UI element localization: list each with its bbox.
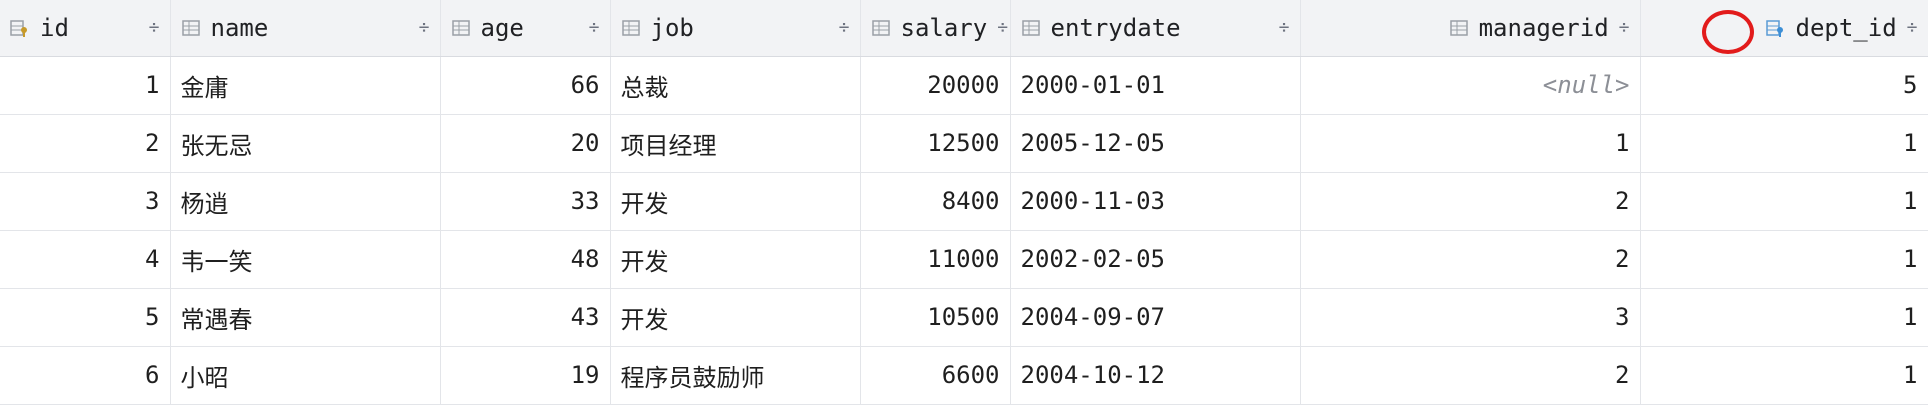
header-row: id ÷ name ÷ age ÷ job ÷ <box>0 0 1928 57</box>
cell-id[interactable]: 2 <box>0 114 171 173</box>
annotation-circle <box>1702 10 1754 54</box>
cell-age[interactable]: 33 <box>440 172 611 231</box>
column-header-job[interactable]: job ÷ <box>610 0 861 57</box>
cell-dept-id[interactable]: 1 <box>1640 288 1928 347</box>
cell-job[interactable]: 开发 <box>610 230 861 289</box>
column-header-dept-id[interactable]: dept_id ÷ <box>1640 0 1928 57</box>
column-header-name[interactable]: name ÷ <box>170 0 441 57</box>
cell-managerid[interactable]: 1 <box>1300 114 1641 173</box>
column-label: managerid <box>1478 13 1609 42</box>
cell-salary[interactable]: 20000 <box>860 56 1011 115</box>
table-row[interactable]: 6 小昭 19 程序员鼓励师 6600 2004-10-12 2 1 <box>0 346 1928 405</box>
cell-job[interactable]: 程序员鼓励师 <box>610 346 861 405</box>
cell-managerid[interactable]: <null> <box>1300 56 1641 115</box>
cell-entrydate[interactable]: 2005-12-05 <box>1010 114 1301 173</box>
column-label: age <box>480 13 524 42</box>
sort-icon[interactable]: ÷ <box>418 17 430 39</box>
cell-id[interactable]: 1 <box>0 56 171 115</box>
column-label: dept_id <box>1795 13 1897 42</box>
cell-id[interactable]: 6 <box>0 346 171 405</box>
column-label: entrydate <box>1050 13 1181 42</box>
cell-salary[interactable]: 12500 <box>860 114 1011 173</box>
column-label: id <box>40 13 69 42</box>
column-icon <box>181 18 201 38</box>
cell-age[interactable]: 20 <box>440 114 611 173</box>
cell-job[interactable]: 开发 <box>610 288 861 347</box>
cell-name[interactable]: 张无忌 <box>170 114 441 173</box>
sort-icon[interactable]: ÷ <box>838 17 850 39</box>
cell-name[interactable]: 金庸 <box>170 56 441 115</box>
cell-job[interactable]: 项目经理 <box>610 114 861 173</box>
column-label: name <box>210 13 269 42</box>
cell-job[interactable]: 开发 <box>610 172 861 231</box>
table-row[interactable]: 4 韦一笑 48 开发 11000 2002-02-05 2 1 <box>0 230 1928 289</box>
cell-managerid[interactable]: 2 <box>1300 346 1641 405</box>
cell-salary[interactable]: 10500 <box>860 288 1011 347</box>
cell-dept-id[interactable]: 1 <box>1640 230 1928 289</box>
column-header-managerid[interactable]: managerid ÷ <box>1300 0 1641 57</box>
cell-entrydate[interactable]: 2004-09-07 <box>1010 288 1301 347</box>
cell-name[interactable]: 常遇春 <box>170 288 441 347</box>
column-header-age[interactable]: age ÷ <box>440 0 611 57</box>
cell-job[interactable]: 总裁 <box>610 56 861 115</box>
cell-id[interactable]: 3 <box>0 172 171 231</box>
sort-icon[interactable]: ÷ <box>997 17 1009 39</box>
foreign-key-column-icon <box>1765 18 1786 38</box>
cell-age[interactable]: 19 <box>440 346 611 405</box>
cell-dept-id[interactable]: 1 <box>1640 172 1928 231</box>
sort-icon[interactable]: ÷ <box>588 17 600 39</box>
column-icon <box>1021 18 1041 38</box>
sort-icon[interactable]: ÷ <box>1618 17 1630 39</box>
cell-salary[interactable]: 11000 <box>860 230 1011 289</box>
cell-dept-id[interactable]: 1 <box>1640 346 1928 405</box>
column-icon <box>1449 18 1469 38</box>
cell-id[interactable]: 5 <box>0 288 171 347</box>
cell-entrydate[interactable]: 2004-10-12 <box>1010 346 1301 405</box>
cell-salary[interactable]: 6600 <box>860 346 1011 405</box>
table-row[interactable]: 5 常遇春 43 开发 10500 2004-09-07 3 1 <box>0 288 1928 347</box>
cell-age[interactable]: 43 <box>440 288 611 347</box>
cell-managerid[interactable]: 3 <box>1300 288 1641 347</box>
cell-name[interactable]: 韦一笑 <box>170 230 441 289</box>
cell-entrydate[interactable]: 2000-11-03 <box>1010 172 1301 231</box>
cell-managerid[interactable]: 2 <box>1300 230 1641 289</box>
cell-entrydate[interactable]: 2000-01-01 <box>1010 56 1301 115</box>
sort-icon[interactable]: ÷ <box>148 17 160 39</box>
column-label: salary <box>900 13 988 42</box>
cell-id[interactable]: 4 <box>0 230 171 289</box>
sort-icon[interactable]: ÷ <box>1278 17 1290 39</box>
cell-managerid[interactable]: 2 <box>1300 172 1641 231</box>
cell-entrydate[interactable]: 2002-02-05 <box>1010 230 1301 289</box>
sort-icon[interactable]: ÷ <box>1906 17 1918 39</box>
cell-salary[interactable]: 8400 <box>860 172 1011 231</box>
column-header-salary[interactable]: salary ÷ <box>860 0 1011 57</box>
column-icon <box>871 18 891 38</box>
column-header-entrydate[interactable]: entrydate ÷ <box>1010 0 1301 57</box>
cell-dept-id[interactable]: 5 <box>1640 56 1928 115</box>
column-header-id[interactable]: id ÷ <box>0 0 171 57</box>
column-icon <box>451 18 471 38</box>
cell-dept-id[interactable]: 1 <box>1640 114 1928 173</box>
cell-name[interactable]: 杨逍 <box>170 172 441 231</box>
cell-name[interactable]: 小昭 <box>170 346 441 405</box>
primary-key-column-icon <box>10 18 30 38</box>
table-row[interactable]: 2 张无忌 20 项目经理 12500 2005-12-05 1 1 <box>0 114 1928 173</box>
cell-age[interactable]: 48 <box>440 230 611 289</box>
table-row[interactable]: 3 杨逍 33 开发 8400 2000-11-03 2 1 <box>0 172 1928 231</box>
cell-age[interactable]: 66 <box>440 56 611 115</box>
column-icon <box>621 18 641 38</box>
column-label: job <box>650 13 694 42</box>
table-row[interactable]: 1 金庸 66 总裁 20000 2000-01-01 <null> 5 <box>0 56 1928 115</box>
